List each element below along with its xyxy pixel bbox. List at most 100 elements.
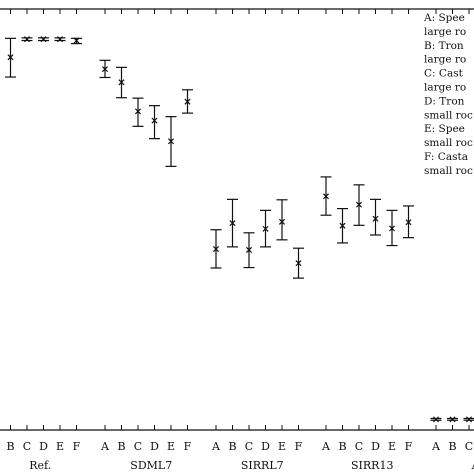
point-marker: [465, 416, 473, 423]
x-tick-label: C: [355, 440, 363, 453]
legend-line: small roc: [424, 137, 473, 149]
point-marker: [295, 260, 302, 267]
x-tick-label: E: [278, 440, 286, 453]
error-bar-point: [21, 36, 33, 43]
point-marker: [118, 79, 125, 86]
x-tick-label: C: [23, 440, 31, 453]
point-marker: [184, 98, 191, 105]
point-marker: [388, 225, 396, 232]
point-marker: [134, 108, 142, 115]
error-bar-point: [38, 36, 49, 43]
group-label: Anc: [471, 459, 474, 472]
x-tick-label: E: [167, 440, 175, 453]
group-label: SIRRL7: [241, 459, 284, 472]
legend-line: D: Tron: [424, 95, 465, 107]
legend-line: small roc: [424, 165, 473, 177]
point-marker: [322, 193, 330, 200]
legend-line: F: Casta: [424, 151, 468, 163]
legend-line: small roc: [424, 109, 473, 121]
error-bar-point: [370, 198, 381, 236]
series-ref-: [5, 36, 82, 78]
point-marker: [167, 138, 175, 145]
error-bar-point: [447, 416, 458, 423]
point-marker: [40, 36, 47, 43]
error-bar-point: [99, 59, 111, 79]
error-bar-point: [337, 208, 348, 244]
legend-line: large ro: [424, 82, 466, 94]
x-tick-label: E: [388, 440, 396, 453]
error-bar-point: [71, 37, 82, 45]
point-marker: [212, 246, 220, 253]
point-marker: [449, 416, 456, 423]
error-bar-point: [386, 209, 398, 247]
x-tick-label: A: [431, 440, 441, 453]
x-tick-label: D: [261, 440, 270, 453]
group-labels: Ref. SDML7 SIRRL7 SIRR13 Anc: [29, 459, 474, 472]
group-label: Ref.: [29, 459, 51, 472]
legend-line: large ro: [424, 54, 466, 66]
legend-line: large ro: [424, 26, 466, 38]
error-bar-point: [165, 116, 177, 167]
plot-frame: [0, 8, 474, 431]
error-bar-point: [276, 199, 288, 241]
error-bar-point: [260, 209, 271, 248]
x-tick-label: C: [245, 440, 253, 453]
point-marker: [372, 215, 379, 222]
x-tick-label: A: [211, 440, 221, 453]
point-marker: [56, 36, 64, 43]
series-anc: [430, 416, 474, 423]
error-bar-point: [320, 176, 332, 216]
group-label: SIRR13: [351, 459, 393, 472]
legend-line: A: Spee: [423, 12, 465, 24]
point-marker: [23, 36, 31, 43]
x-tick-label: C: [134, 440, 142, 453]
x-tick-label: D: [371, 440, 380, 453]
x-tick-label: B: [338, 440, 346, 453]
error-bar-point: [243, 232, 255, 269]
error-bar-point: [293, 247, 304, 279]
error-bar-point: [182, 89, 193, 114]
point-marker: [245, 246, 253, 253]
point-marker: [278, 218, 286, 225]
x-tick-label: E: [56, 440, 64, 453]
legend-line: B: Tron: [424, 40, 464, 52]
series-sdml7: [99, 59, 193, 167]
point-marker: [101, 66, 109, 73]
x-tick-label: A: [321, 440, 331, 453]
point-marker: [339, 222, 346, 229]
x-tick-label: B: [228, 440, 236, 453]
point-marker: [73, 37, 80, 44]
group-label: SDML7: [130, 459, 172, 472]
error-bar-marks: [5, 36, 474, 423]
point-marker: [405, 219, 412, 226]
x-tick-label: F: [73, 440, 81, 453]
error-bar-point: [353, 184, 365, 226]
x-tick-label: B: [6, 440, 14, 453]
point-marker: [432, 416, 440, 423]
point-marker: [7, 54, 14, 61]
error-bar-point: [149, 105, 160, 140]
error-bar-point: [227, 198, 238, 248]
point-marker: [355, 201, 363, 208]
x-tick-label: C: [465, 440, 473, 453]
error-bar-point: [132, 97, 144, 127]
series-sirr13: [320, 176, 414, 247]
series-sirrl7: [210, 198, 304, 279]
x-tick-label: F: [184, 440, 192, 453]
error-bar-point: [116, 66, 127, 99]
legend: A: Spee large ro B: Tron large ro C: Cast lar…: [423, 12, 473, 177]
x-tick-label: F: [405, 440, 413, 453]
error-bar-point: [403, 205, 414, 239]
error-bar-point: [430, 416, 442, 423]
x-tick-label: F: [295, 440, 303, 453]
x-tick-label: D: [150, 440, 159, 453]
point-marker: [151, 117, 158, 124]
x-tick-label: B: [117, 440, 125, 453]
error-bar-point: [5, 37, 16, 78]
error-bar-point: [463, 416, 474, 423]
error-bar-point: [54, 36, 66, 43]
error-bar-point: [210, 229, 222, 269]
legend-line: E: Spee: [424, 123, 465, 135]
x-tick-label: A: [100, 440, 110, 453]
